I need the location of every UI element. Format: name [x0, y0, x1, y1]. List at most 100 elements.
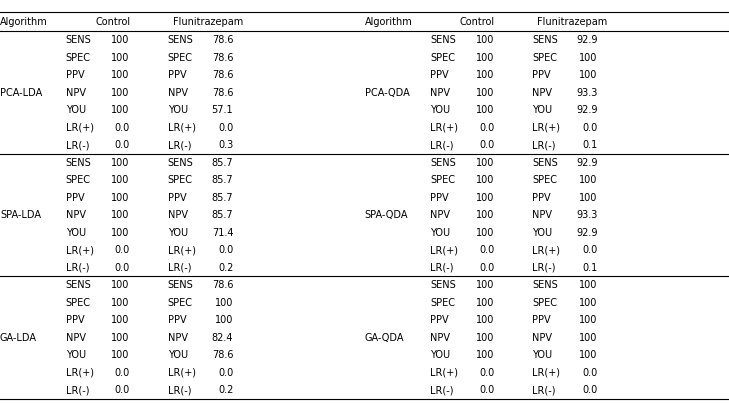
Text: 78.6: 78.6	[212, 88, 233, 98]
Text: PCA-LDA: PCA-LDA	[0, 88, 42, 98]
Text: SENS: SENS	[430, 280, 456, 290]
Text: 0.0: 0.0	[218, 368, 233, 378]
Text: 100: 100	[112, 193, 130, 203]
Text: PPV: PPV	[532, 70, 551, 80]
Text: 100: 100	[112, 35, 130, 45]
Text: 0.0: 0.0	[218, 123, 233, 133]
Text: 100: 100	[112, 53, 130, 63]
Text: 100: 100	[580, 350, 598, 360]
Text: LR(+): LR(+)	[532, 245, 560, 255]
Text: 100: 100	[112, 175, 130, 185]
Text: 0.2: 0.2	[218, 385, 233, 395]
Text: LR(-): LR(-)	[168, 140, 191, 150]
Text: 0.0: 0.0	[114, 368, 130, 378]
Text: NPV: NPV	[66, 88, 85, 98]
Text: 0.0: 0.0	[479, 368, 494, 378]
Text: SENS: SENS	[430, 158, 456, 168]
Text: 100: 100	[112, 158, 130, 168]
Text: 100: 100	[112, 350, 130, 360]
Text: 100: 100	[476, 280, 494, 290]
Text: PPV: PPV	[66, 70, 85, 80]
Text: 100: 100	[476, 210, 494, 220]
Text: 100: 100	[476, 315, 494, 325]
Text: NPV: NPV	[66, 333, 85, 343]
Text: NPV: NPV	[66, 210, 85, 220]
Text: 0.3: 0.3	[218, 140, 233, 150]
Text: 78.6: 78.6	[212, 53, 233, 63]
Text: 100: 100	[215, 298, 233, 308]
Text: 0.0: 0.0	[218, 245, 233, 255]
Text: 0.0: 0.0	[582, 368, 598, 378]
Text: LR(+): LR(+)	[532, 368, 560, 378]
Text: LR(+): LR(+)	[168, 368, 195, 378]
Text: SPEC: SPEC	[66, 298, 90, 308]
Text: YOU: YOU	[532, 105, 553, 115]
Text: YOU: YOU	[66, 105, 86, 115]
Text: SPA-LDA: SPA-LDA	[0, 210, 41, 220]
Text: LR(-): LR(-)	[66, 140, 89, 150]
Text: 100: 100	[580, 333, 598, 343]
Text: 100: 100	[580, 70, 598, 80]
Text: SPEC: SPEC	[430, 175, 455, 185]
Text: PPV: PPV	[168, 193, 187, 203]
Text: 100: 100	[580, 298, 598, 308]
Text: SENS: SENS	[532, 280, 558, 290]
Text: 100: 100	[476, 53, 494, 63]
Text: LR(+): LR(+)	[430, 123, 458, 133]
Text: SPEC: SPEC	[66, 53, 90, 63]
Text: LR(-): LR(-)	[66, 385, 89, 395]
Text: SPEC: SPEC	[532, 53, 557, 63]
Text: LR(-): LR(-)	[532, 263, 555, 273]
Text: 100: 100	[580, 315, 598, 325]
Text: Flunitrazepam: Flunitrazepam	[537, 17, 607, 27]
Text: PPV: PPV	[532, 193, 551, 203]
Text: 57.1: 57.1	[211, 105, 233, 115]
Text: 78.6: 78.6	[212, 70, 233, 80]
Text: LR(-): LR(-)	[430, 140, 453, 150]
Text: YOU: YOU	[430, 350, 451, 360]
Text: 100: 100	[476, 88, 494, 98]
Text: LR(+): LR(+)	[66, 123, 93, 133]
Text: 85.7: 85.7	[211, 210, 233, 220]
Text: LR(+): LR(+)	[66, 245, 93, 255]
Text: 78.6: 78.6	[212, 35, 233, 45]
Text: 0.1: 0.1	[582, 263, 598, 273]
Text: 100: 100	[580, 193, 598, 203]
Text: SENS: SENS	[66, 280, 91, 290]
Text: SPEC: SPEC	[532, 175, 557, 185]
Text: SPA-QDA: SPA-QDA	[364, 210, 408, 220]
Text: 100: 100	[112, 88, 130, 98]
Text: 0.1: 0.1	[582, 140, 598, 150]
Text: 100: 100	[112, 210, 130, 220]
Text: LR(+): LR(+)	[168, 123, 195, 133]
Text: 0.0: 0.0	[582, 123, 598, 133]
Text: 0.0: 0.0	[479, 263, 494, 273]
Text: LR(-): LR(-)	[168, 263, 191, 273]
Text: 0.0: 0.0	[582, 245, 598, 255]
Text: 0.0: 0.0	[114, 263, 130, 273]
Text: 78.6: 78.6	[212, 350, 233, 360]
Text: PPV: PPV	[66, 315, 85, 325]
Text: NPV: NPV	[430, 210, 450, 220]
Text: YOU: YOU	[66, 228, 86, 238]
Text: PPV: PPV	[430, 315, 449, 325]
Text: YOU: YOU	[168, 228, 188, 238]
Text: NPV: NPV	[532, 210, 552, 220]
Text: SPEC: SPEC	[66, 175, 90, 185]
Text: LR(-): LR(-)	[430, 263, 453, 273]
Text: 93.3: 93.3	[577, 210, 598, 220]
Text: 93.3: 93.3	[577, 88, 598, 98]
Text: PPV: PPV	[532, 315, 551, 325]
Text: Algorithm: Algorithm	[0, 17, 48, 27]
Text: 92.9: 92.9	[577, 158, 598, 168]
Text: 100: 100	[112, 228, 130, 238]
Text: 100: 100	[476, 70, 494, 80]
Text: SENS: SENS	[168, 280, 193, 290]
Text: SENS: SENS	[532, 158, 558, 168]
Text: 100: 100	[476, 105, 494, 115]
Text: PPV: PPV	[168, 315, 187, 325]
Text: Flunitrazepam: Flunitrazepam	[173, 17, 243, 27]
Text: SENS: SENS	[532, 35, 558, 45]
Text: 82.4: 82.4	[212, 333, 233, 343]
Text: 78.6: 78.6	[212, 280, 233, 290]
